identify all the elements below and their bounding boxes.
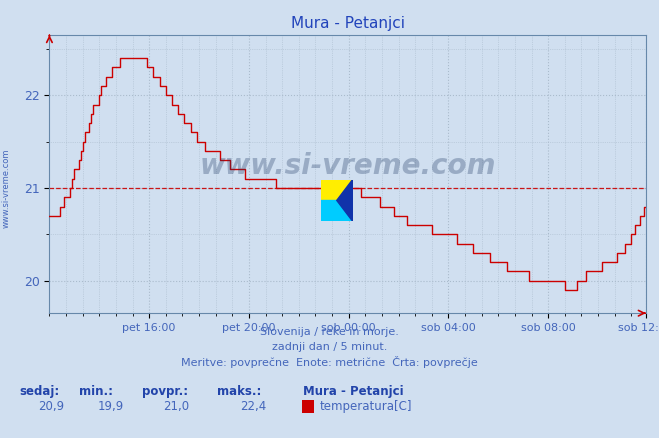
- Text: temperatura[C]: temperatura[C]: [320, 399, 412, 413]
- Text: maks.:: maks.:: [217, 385, 262, 398]
- Text: www.si-vreme.com: www.si-vreme.com: [200, 152, 496, 180]
- Text: min.:: min.:: [79, 385, 113, 398]
- Title: Mura - Petanjci: Mura - Petanjci: [291, 16, 405, 31]
- Polygon shape: [321, 180, 353, 201]
- Text: 20,9: 20,9: [38, 399, 65, 413]
- Text: www.si-vreme.com: www.si-vreme.com: [2, 148, 11, 228]
- Text: Meritve: povprečne  Enote: metrične  Črta: povprečje: Meritve: povprečne Enote: metrične Črta:…: [181, 356, 478, 368]
- Polygon shape: [321, 201, 353, 221]
- Text: Slovenija / reke in morje.: Slovenija / reke in morje.: [260, 327, 399, 337]
- Text: povpr.:: povpr.:: [142, 385, 188, 398]
- Text: Mura - Petanjci: Mura - Petanjci: [303, 385, 404, 398]
- Polygon shape: [321, 201, 353, 221]
- Text: zadnji dan / 5 minut.: zadnji dan / 5 minut.: [272, 343, 387, 353]
- Text: 19,9: 19,9: [98, 399, 124, 413]
- Polygon shape: [337, 180, 353, 221]
- Text: 21,0: 21,0: [163, 399, 190, 413]
- Text: sedaj:: sedaj:: [20, 385, 60, 398]
- Polygon shape: [321, 180, 337, 201]
- Text: 22,4: 22,4: [241, 399, 267, 413]
